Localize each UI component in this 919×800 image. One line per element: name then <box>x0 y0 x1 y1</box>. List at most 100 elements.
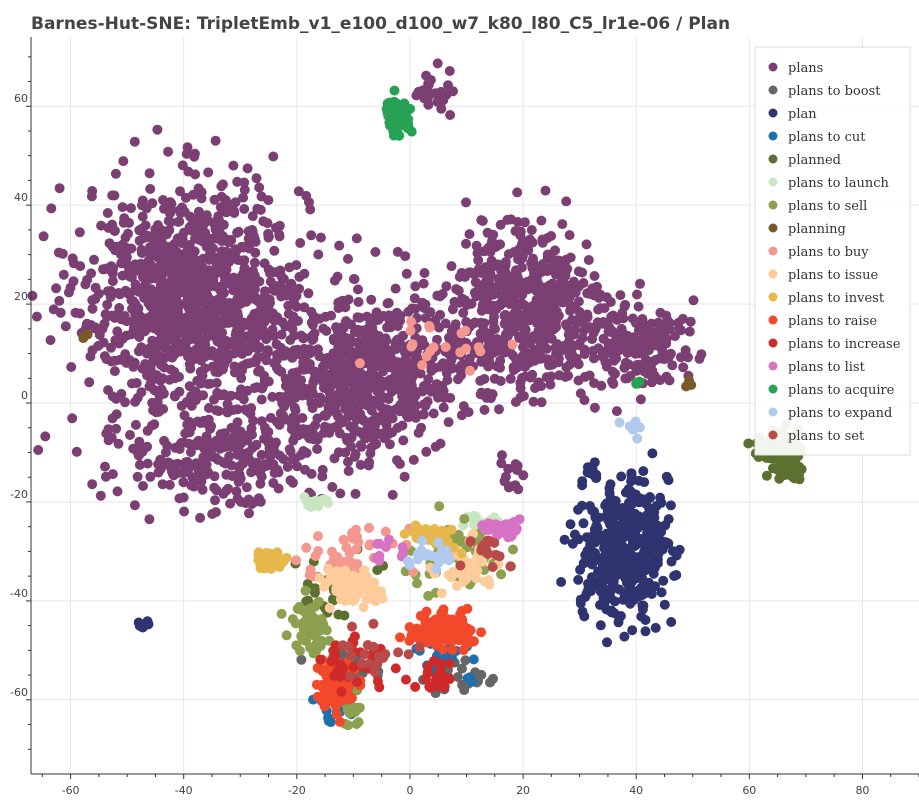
scatter-point <box>608 577 619 588</box>
scatter-point <box>149 293 160 304</box>
scatter-point <box>561 196 572 207</box>
scatter-point <box>383 103 394 114</box>
scatter-point <box>604 551 615 562</box>
scatter-point <box>75 261 86 272</box>
scatter-point <box>142 230 153 241</box>
scatter-point <box>220 279 231 290</box>
scatter-point <box>381 420 392 431</box>
scatter-point <box>633 475 644 486</box>
scatter-point <box>57 248 68 259</box>
scatter-point <box>296 654 307 665</box>
scatter-point <box>502 321 513 332</box>
scatter-point <box>330 650 341 661</box>
scatter-point <box>541 372 552 383</box>
scatter-point <box>54 183 65 194</box>
scatter-point <box>288 311 299 322</box>
scatter-point <box>420 674 431 684</box>
scatter-point <box>358 602 369 613</box>
scatter-point <box>210 495 220 506</box>
scatter-point <box>484 535 495 546</box>
scatter-point <box>256 191 267 202</box>
scatter-point <box>191 216 202 227</box>
scatter-point <box>445 392 456 403</box>
scatter-point <box>456 548 467 559</box>
scatter-point <box>366 416 377 427</box>
scatter-point <box>504 299 515 309</box>
scatter-point <box>274 220 285 231</box>
scatter-point <box>213 211 224 222</box>
scatter-point <box>399 529 410 539</box>
scatter-point <box>517 350 528 361</box>
scatter-point <box>123 228 133 239</box>
scatter-point <box>443 80 453 91</box>
scatter-point <box>382 393 393 403</box>
scatter-point <box>538 339 549 350</box>
scatter-point <box>40 431 51 442</box>
scatter-point <box>416 545 427 556</box>
scatter-point <box>366 442 377 453</box>
scatter-point <box>306 230 317 241</box>
scatter-point <box>151 233 162 244</box>
scatter-point <box>347 621 357 632</box>
scatter-point <box>307 330 318 341</box>
scatter-point <box>410 681 421 692</box>
scatter-point <box>218 389 229 400</box>
scatter-point <box>591 578 602 589</box>
scatter-point <box>477 520 488 531</box>
scatter-point <box>281 630 292 641</box>
scatter-point <box>359 649 370 660</box>
scatter-point <box>560 279 571 290</box>
scatter-point <box>461 197 471 208</box>
scatter-point <box>542 304 553 314</box>
scatter-point <box>496 458 507 469</box>
scatter-point <box>178 492 189 503</box>
scatter-point <box>350 488 361 499</box>
scatter-point <box>181 397 192 407</box>
legend-marker <box>768 177 778 187</box>
scatter-point <box>278 454 289 464</box>
scatter-point <box>142 370 152 381</box>
scatter-point <box>110 168 121 179</box>
scatter-point <box>388 363 399 374</box>
scatter-point <box>423 92 434 103</box>
scatter-point <box>485 677 495 688</box>
scatter-point <box>455 560 466 571</box>
x-tick-label: 20 <box>516 784 530 797</box>
scatter-point <box>485 335 496 345</box>
scatter-point <box>358 414 369 425</box>
scatter-point <box>200 434 211 445</box>
scatter-point <box>489 311 499 322</box>
scatter-point <box>564 230 575 241</box>
scatter-point <box>276 366 287 377</box>
scatter-point <box>589 457 600 468</box>
scatter-point <box>570 280 581 290</box>
scatter-point <box>609 608 620 619</box>
scatter-point <box>207 509 218 519</box>
scatter-point <box>133 346 144 357</box>
scatter-point <box>46 203 57 214</box>
scatter-point <box>780 470 791 480</box>
scatter-point <box>205 423 216 434</box>
scatter-point <box>153 339 164 350</box>
legend-label: plans to increase <box>788 337 901 352</box>
scatter-point <box>511 525 521 536</box>
scatter-point <box>361 326 372 337</box>
scatter-point <box>212 336 223 347</box>
scatter-point <box>193 183 204 194</box>
scatter-point <box>179 410 190 421</box>
scatter-point <box>443 417 454 428</box>
scatter-point <box>385 412 396 423</box>
scatter-point <box>507 339 518 350</box>
y-tick-label: 0 <box>21 389 28 402</box>
scatter-point <box>179 506 190 517</box>
scatter-point <box>406 316 416 327</box>
legend-label: planned <box>788 153 841 168</box>
scatter-point <box>404 412 414 422</box>
scatter-point <box>540 185 551 196</box>
scatter-point <box>294 349 305 360</box>
scatter-point <box>129 318 140 329</box>
scatter-point <box>582 312 593 323</box>
scatter-point <box>335 569 346 580</box>
scatter-point <box>650 521 660 532</box>
